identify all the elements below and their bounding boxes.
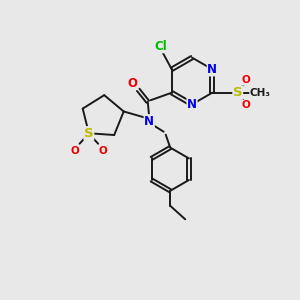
Text: N: N	[144, 115, 154, 128]
Text: O: O	[242, 100, 250, 110]
Text: CH₃: CH₃	[250, 88, 271, 98]
Text: S: S	[84, 127, 94, 140]
Text: O: O	[98, 146, 107, 156]
Text: O: O	[71, 146, 80, 156]
Text: N: N	[207, 63, 217, 76]
Text: O: O	[128, 76, 138, 90]
Text: Cl: Cl	[155, 40, 168, 53]
Text: N: N	[187, 98, 197, 111]
Text: O: O	[242, 75, 250, 85]
Text: S: S	[233, 86, 243, 99]
